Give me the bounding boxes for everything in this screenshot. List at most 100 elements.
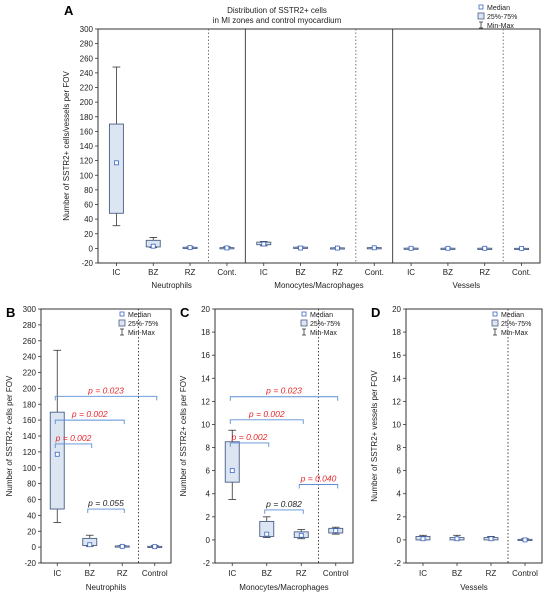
y-tick-label: 4 xyxy=(397,490,402,499)
y-tick-label: 280 xyxy=(23,321,37,330)
y-tick-label: -2 xyxy=(394,559,402,568)
significance-bracket xyxy=(229,396,339,401)
legend-median-label: Median xyxy=(310,312,333,319)
x-tick-label: RZ xyxy=(296,569,307,578)
legend-box-marker xyxy=(300,319,308,327)
x-tick-label: BZ xyxy=(148,268,158,277)
y-tick-label: 200 xyxy=(23,384,37,393)
x-tick-label: BZ xyxy=(443,268,453,277)
x-tick-label: IC xyxy=(53,569,61,578)
median-marker xyxy=(261,241,267,247)
y-tick-label: 180 xyxy=(80,113,94,122)
legend-minmax-label: Min-Max xyxy=(501,330,528,337)
y-tick-label: 0 xyxy=(206,536,211,545)
p-value-label: p = 0.082 xyxy=(265,499,302,509)
y-tick-label: 14 xyxy=(201,374,210,383)
y-tick-label: 12 xyxy=(392,397,401,406)
median-marker xyxy=(224,245,230,251)
legend-minmax-label: Min-Max xyxy=(310,330,337,337)
y-tick-label: 260 xyxy=(23,337,37,346)
significance-bracket xyxy=(298,484,339,489)
median-marker xyxy=(335,245,340,251)
legend-box-label: 25%-75% xyxy=(310,321,340,328)
y-tick-label: 120 xyxy=(23,448,37,457)
y-tick-label: 80 xyxy=(27,480,36,489)
median-marker xyxy=(264,531,270,537)
y-axis-label: Number of SSTR2+ cells/vessels per FOV xyxy=(62,71,71,221)
legend-box-label: 25%-75% xyxy=(487,14,517,21)
y-tick-label: 2 xyxy=(206,513,211,522)
x-axis-label: Monocytes/Macrophages xyxy=(239,583,328,592)
y-tick-label: 160 xyxy=(80,127,94,136)
legend-median-marker xyxy=(492,311,498,317)
y-tick-label: 16 xyxy=(201,351,210,360)
median-marker xyxy=(54,451,60,457)
legend-median-marker xyxy=(119,311,125,317)
p-value-label: p = 0.002 xyxy=(55,433,92,443)
significance-bracket xyxy=(264,509,304,514)
y-tick-label: 160 xyxy=(23,416,37,425)
legend-median-label: Median xyxy=(128,312,151,319)
y-tick-label: 100 xyxy=(80,171,94,180)
y-tick-label: 12 xyxy=(201,397,210,406)
x-tick-label: Cont. xyxy=(365,268,384,277)
x-tick-label: BZ xyxy=(295,268,305,277)
y-tick-label: 10 xyxy=(392,420,401,429)
median-marker xyxy=(482,245,488,251)
y-tick-label: 10 xyxy=(201,420,210,429)
y-axis-label: Number of SSTR2+ cells per FOV xyxy=(179,375,188,496)
significance-bracket xyxy=(229,442,270,447)
x-tick-label: IC xyxy=(419,569,427,578)
y-tick-label: 140 xyxy=(23,432,37,441)
y-tick-label: 140 xyxy=(80,142,94,151)
y-tick-label: 220 xyxy=(80,84,94,93)
median-marker xyxy=(488,536,494,542)
chart-title-line: in MI zones and control myocardium xyxy=(213,16,342,25)
x-tick-label: RZ xyxy=(486,569,497,578)
iqr-box xyxy=(224,441,240,483)
legend-box-marker xyxy=(491,319,499,327)
legend-median-marker xyxy=(478,4,484,10)
y-tick-label: 8 xyxy=(397,444,402,453)
x-tick-label: RZ xyxy=(185,268,196,277)
legend-median-label: Median xyxy=(501,312,524,319)
x-tick-label: BZ xyxy=(85,569,95,578)
y-tick-label: 16 xyxy=(392,351,401,360)
legend-box-label: 25%-75% xyxy=(128,321,158,328)
y-axis-label: Number of SSTR2+ cells per FOV xyxy=(5,375,14,496)
chart-title-line: Distribution of SSTR2+ cells xyxy=(227,6,327,15)
iqr-box xyxy=(108,123,124,214)
y-tick-label: 200 xyxy=(80,98,94,107)
y-tick-label: -20 xyxy=(24,559,36,568)
median-marker xyxy=(187,245,193,251)
legend-minmax-label: Min-Max xyxy=(128,330,155,337)
legend-minmax-label: Min-Max xyxy=(487,23,514,30)
y-tick-label: 300 xyxy=(80,25,94,34)
p-value-label: p = 0.055 xyxy=(87,498,124,508)
y-tick-label: 18 xyxy=(392,328,401,337)
legend-box-marker xyxy=(118,319,126,327)
significance-bracket xyxy=(87,508,125,514)
y-tick-label: 20 xyxy=(27,527,36,536)
x-tick-label: BZ xyxy=(262,569,272,578)
y-tick-label: 20 xyxy=(84,230,93,239)
median-marker xyxy=(298,532,304,538)
iqr-box xyxy=(49,411,65,510)
legend-median-label: Median xyxy=(487,5,510,12)
median-marker xyxy=(333,528,339,534)
p-value-label: p = 0.002 xyxy=(71,409,108,419)
y-tick-label: 260 xyxy=(80,54,94,63)
y-tick-label: 2 xyxy=(397,513,402,522)
x-tick-label: Cont. xyxy=(217,268,236,277)
x-tick-label: Control xyxy=(323,569,349,578)
significance-bracket xyxy=(54,395,158,401)
x-axis-label: Vessels xyxy=(460,583,488,592)
median-marker xyxy=(150,243,156,249)
y-tick-label: 280 xyxy=(80,40,94,49)
plot-frame xyxy=(405,308,543,564)
p-value-label: p = 0.002 xyxy=(231,432,268,442)
x-tick-label: BZ xyxy=(452,569,462,578)
legend-box-marker xyxy=(477,12,485,20)
y-tick-label: 80 xyxy=(84,186,93,195)
